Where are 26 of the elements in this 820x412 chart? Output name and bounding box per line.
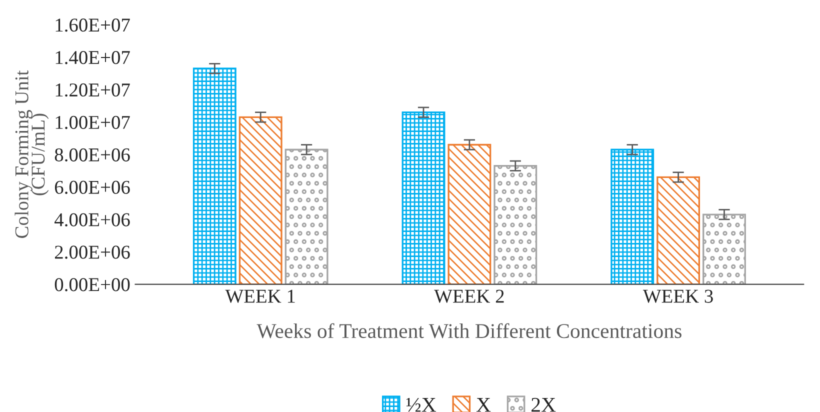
y-tick-label: 6.00E+06: [54, 180, 130, 194]
y-axis-title: Colony Forming Unit (CFU/mL): [14, 70, 49, 238]
bar: [494, 165, 538, 284]
y-tick-label: 1.60E+07: [56, 18, 130, 32]
bar: [702, 214, 746, 284]
y-tick-label: 4.00E+06: [54, 213, 130, 226]
legend-label: X: [476, 398, 491, 412]
legend-label: 2X: [532, 398, 556, 412]
y-tick-label: 2.00E+06: [54, 246, 130, 259]
bar: [238, 116, 282, 284]
x-axis-title: Weeks of Treatment With Different Concentrations: [256, 323, 682, 338]
bar: [284, 148, 328, 284]
bar: [448, 144, 492, 284]
x-tick-label: WEEK 3: [642, 290, 713, 303]
x-tick-label: WEEK 2: [434, 290, 504, 303]
y-tick-label: 1.00E+07: [56, 116, 130, 130]
bar: [610, 148, 654, 284]
y-tick-label: 1.20E+07: [56, 83, 130, 97]
x-tick-label: WEEK 1: [225, 290, 295, 303]
y-tick-label: 0.00E+00: [54, 278, 130, 292]
y-tick-label: 8.00E+06: [54, 148, 130, 162]
bar: [656, 176, 700, 284]
legend-label: ½X: [406, 398, 436, 412]
y-tick-label: 1.40E+07: [56, 50, 130, 64]
bar: [402, 111, 446, 284]
bar: [192, 68, 236, 284]
